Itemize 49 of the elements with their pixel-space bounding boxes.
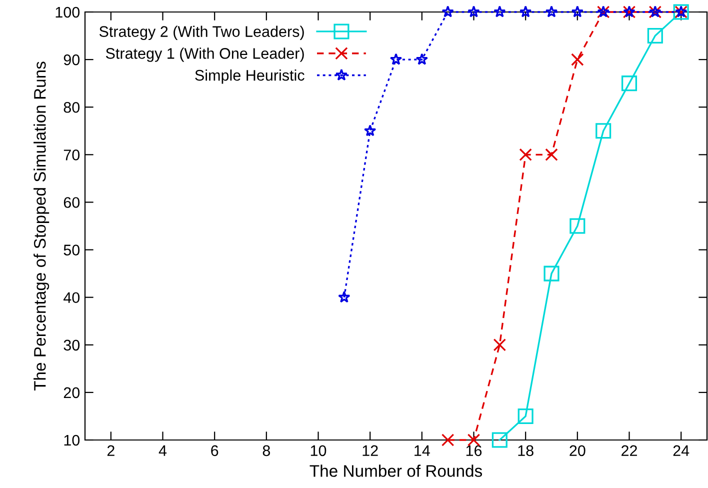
point (364, 124, 376, 136)
x-tick-label: 16 (466, 445, 482, 456)
point (518, 408, 534, 424)
x-tick-label: 6 (211, 445, 218, 456)
y-tick-label: 90 (64, 54, 80, 66)
x-tick-label: 18 (518, 445, 534, 456)
x-tick-label: 12 (362, 445, 378, 456)
point (441, 434, 454, 446)
x-axis-title: The Number of Rounds (310, 464, 482, 477)
point (519, 148, 532, 162)
point (571, 53, 584, 66)
y-tick-label: 80 (64, 102, 80, 113)
x-tick-label: 2 (107, 445, 114, 456)
point (390, 53, 402, 65)
point (519, 6, 532, 18)
x-tick-label: 20 (570, 445, 586, 456)
legend-label: Simple Heuristic (195, 70, 304, 84)
point (442, 6, 454, 18)
legend-label: Strategy 2 (With Two Leaders) (99, 26, 304, 40)
x-tick-label: 10 (310, 445, 326, 456)
point (545, 6, 558, 18)
point (570, 218, 586, 234)
point (492, 432, 508, 448)
x-tick-label: 4 (158, 445, 167, 456)
y-tick-label: 30 (64, 340, 80, 351)
point (596, 123, 612, 139)
y-tick-label: 100 (56, 6, 80, 18)
legend-label: Strategy 1 (With One Leader) (106, 48, 304, 62)
point (571, 6, 584, 18)
y-tick-label: 20 (64, 387, 80, 398)
point (493, 338, 506, 352)
point (621, 76, 638, 92)
y-tick-label: 60 (64, 197, 80, 208)
y-tick-label: 50 (64, 244, 80, 256)
point (416, 53, 428, 65)
point (647, 28, 663, 44)
y-tick-label: 10 (64, 434, 80, 446)
y-axis-title: The Percentage of Stopped Simulation Runs (34, 62, 50, 391)
point (544, 266, 560, 282)
x-tick-label: 22 (622, 445, 637, 456)
x-tick-label: 8 (262, 445, 270, 456)
point (494, 6, 506, 18)
point (338, 290, 350, 303)
y-tick-label: 70 (64, 150, 80, 160)
x-tick-label: 24 (673, 445, 690, 456)
y-tick-label: 40 (64, 292, 80, 304)
point (545, 148, 558, 162)
point (468, 6, 480, 18)
x-tick-label: 14 (414, 445, 430, 456)
